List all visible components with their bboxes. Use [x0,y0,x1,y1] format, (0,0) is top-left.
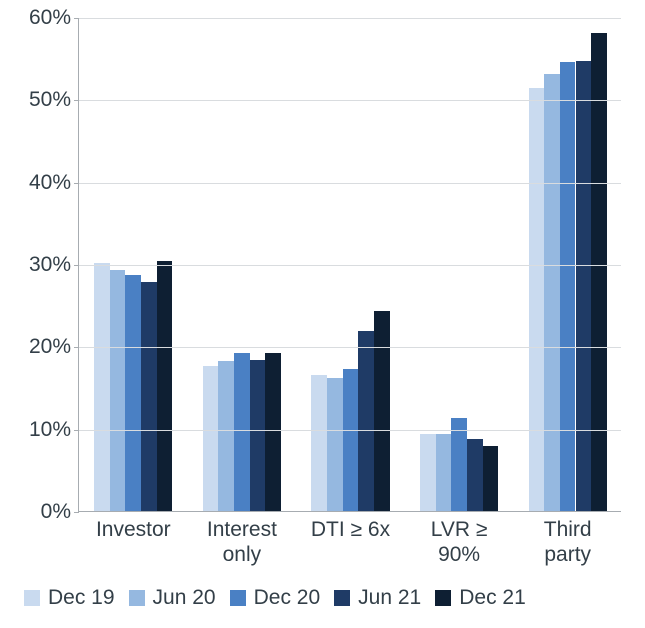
bar [234,353,250,511]
bar [311,375,327,511]
legend-label: Dec 21 [459,586,526,610]
gridline [79,100,621,101]
y-tick-label: 60% [29,6,79,30]
bar [141,282,157,511]
y-tick-label: 20% [29,335,79,359]
legend-item: Dec 21 [435,586,526,610]
bar [265,353,281,511]
bar [544,74,560,511]
legend-swatch [435,590,451,606]
bar [203,366,219,511]
y-tick-label: 0% [41,500,79,524]
legend-item: Jun 20 [129,586,216,610]
legend-label: Dec 20 [254,586,321,610]
y-tick-label: 40% [29,171,79,195]
legend: Dec 19 Jun 20 Dec 20 Jun 21 Dec 21 [24,586,635,610]
bar [157,261,173,511]
bar [576,61,592,511]
bar [436,434,452,511]
bar [125,275,141,511]
legend-item: Dec 20 [230,586,321,610]
gridline [79,347,621,348]
gridline [79,430,621,431]
bar [591,33,607,511]
bar [358,331,374,511]
bar [94,263,110,511]
legend-label: Jun 21 [358,586,421,610]
bar [420,434,436,511]
bar [451,418,467,511]
x-tick-label: LVR ≥ 90% [431,511,488,567]
x-tick-label: Third party [544,511,592,567]
bar [483,446,499,511]
bar [218,361,234,511]
bar [110,270,126,511]
legend-item: Dec 19 [24,586,115,610]
bar-chart: Investor Interest only DTI ≥ 6x LVR ≥ 90% Th… [0,0,645,628]
x-tick-label: DTI ≥ 6x [311,511,390,542]
legend-swatch [334,590,350,606]
bar [529,88,545,511]
bar [560,62,576,511]
bar [374,311,390,511]
y-tick-label: 30% [29,253,79,277]
legend-label: Dec 19 [48,586,115,610]
bar [327,378,343,511]
y-tick-label: 50% [29,88,79,112]
legend-label: Jun 20 [153,586,216,610]
gridline [79,183,621,184]
legend-item: Jun 21 [334,586,421,610]
x-tick-label: Interest only [207,511,277,567]
legend-swatch [24,590,40,606]
bar [343,369,359,511]
plot-area: InvestorInterest onlyDTI ≥ 6xLVR ≥ 90%Th… [78,18,621,512]
legend-swatch [230,590,246,606]
gridline [79,18,621,19]
bar [467,439,483,511]
gridline [79,265,621,266]
bar [250,360,266,511]
legend-swatch [129,590,145,606]
x-tick-label: Investor [96,511,171,542]
y-tick-label: 10% [29,418,79,442]
